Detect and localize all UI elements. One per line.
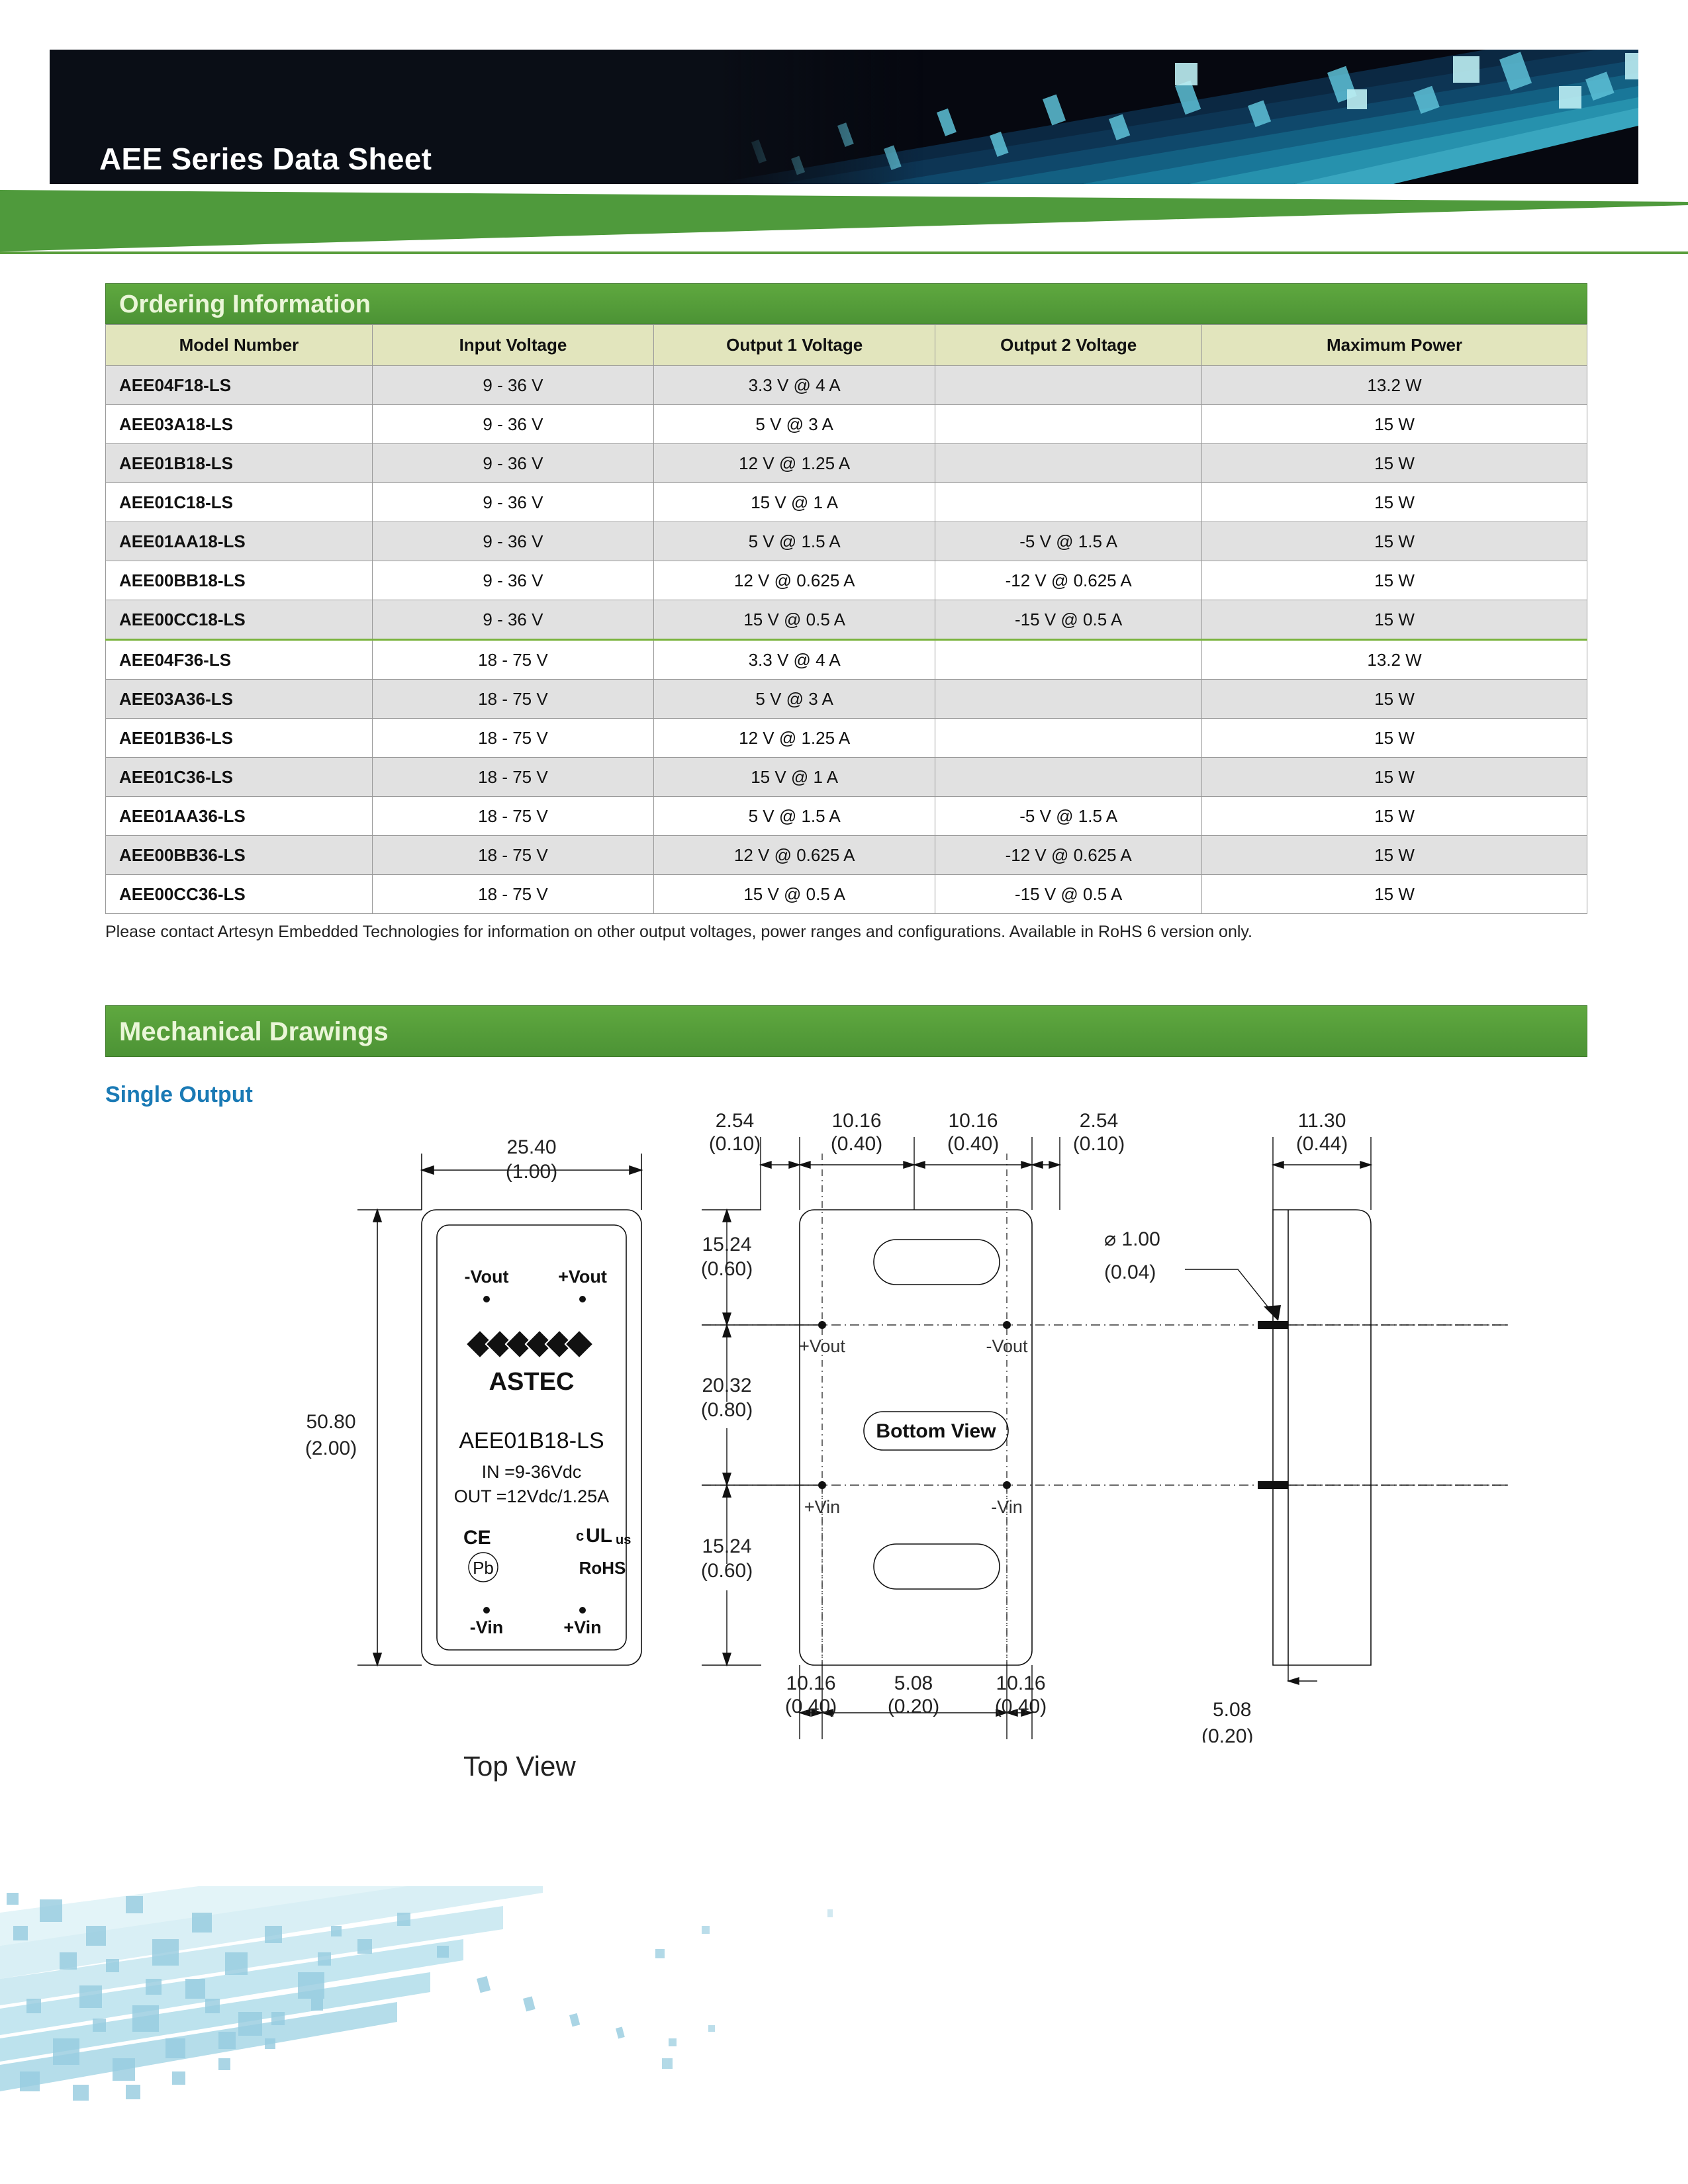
svg-text:50.80: 50.80 — [306, 1411, 355, 1433]
svg-text:15.24: 15.24 — [702, 1535, 751, 1557]
svg-text:(0.60): (0.60) — [701, 1560, 753, 1582]
svg-text:10.16: 10.16 — [831, 1110, 881, 1132]
svg-text:RoHS: RoHS — [579, 1558, 626, 1578]
svg-text:10.16: 10.16 — [948, 1110, 998, 1132]
svg-text:Pb: Pb — [473, 1558, 494, 1578]
svg-text:15.24: 15.24 — [702, 1234, 751, 1255]
svg-text:11.30: 11.30 — [1298, 1110, 1346, 1132]
svg-text:(0.20): (0.20) — [1201, 1725, 1253, 1743]
svg-text:IN =9-36Vdc: IN =9-36Vdc — [482, 1462, 582, 1482]
svg-text:(0.80): (0.80) — [701, 1399, 753, 1421]
svg-text:CE: CE — [463, 1527, 491, 1549]
svg-text:-Vin: -Vin — [470, 1617, 504, 1637]
svg-text:c: c — [576, 1527, 584, 1544]
svg-text:(1.00): (1.00) — [506, 1161, 557, 1183]
svg-text:(0.40): (0.40) — [995, 1696, 1047, 1717]
svg-text:AEE01B18-LS: AEE01B18-LS — [459, 1428, 604, 1453]
svg-text:(0.60): (0.60) — [701, 1258, 753, 1280]
svg-text:Bottom View: Bottom View — [876, 1420, 996, 1442]
svg-text:-Vin: -Vin — [991, 1497, 1023, 1517]
svg-text:⌀ 1.00: ⌀ 1.00 — [1104, 1228, 1160, 1250]
svg-text:5.08: 5.08 — [894, 1672, 933, 1694]
svg-text:+Vout: +Vout — [799, 1336, 845, 1356]
svg-text:(0.04): (0.04) — [1104, 1261, 1156, 1283]
svg-text:5.08: 5.08 — [1213, 1699, 1251, 1721]
svg-text:(0.44): (0.44) — [1296, 1133, 1348, 1155]
svg-text:+Vin: +Vin — [563, 1617, 601, 1637]
svg-text:(0.10): (0.10) — [709, 1133, 761, 1155]
svg-text:(0.40): (0.40) — [947, 1133, 999, 1155]
svg-text:10.16: 10.16 — [996, 1672, 1045, 1694]
svg-text:(0.20): (0.20) — [888, 1696, 939, 1717]
svg-text:(0.40): (0.40) — [831, 1133, 882, 1155]
svg-text:OUT =12Vdc/1.25A: OUT =12Vdc/1.25A — [454, 1486, 609, 1506]
svg-text:2.54: 2.54 — [1080, 1110, 1118, 1132]
svg-text:(2.00): (2.00) — [305, 1437, 357, 1459]
svg-text:ASTEC: ASTEC — [489, 1368, 575, 1396]
svg-text:2.54: 2.54 — [716, 1110, 754, 1132]
svg-text:UL: UL — [586, 1525, 612, 1547]
svg-text:10.16: 10.16 — [786, 1672, 835, 1694]
svg-text:20.32: 20.32 — [702, 1375, 751, 1396]
svg-text:(0.10): (0.10) — [1073, 1133, 1125, 1155]
svg-text:us: us — [616, 1533, 631, 1547]
svg-text:(0.40): (0.40) — [785, 1696, 837, 1717]
svg-text:25.40: 25.40 — [506, 1136, 556, 1158]
svg-text:-Vout: -Vout — [465, 1267, 509, 1287]
svg-text:-Vout: -Vout — [986, 1336, 1028, 1356]
svg-text:+Vout: +Vout — [558, 1267, 607, 1287]
svg-text:+Vin: +Vin — [804, 1497, 840, 1517]
